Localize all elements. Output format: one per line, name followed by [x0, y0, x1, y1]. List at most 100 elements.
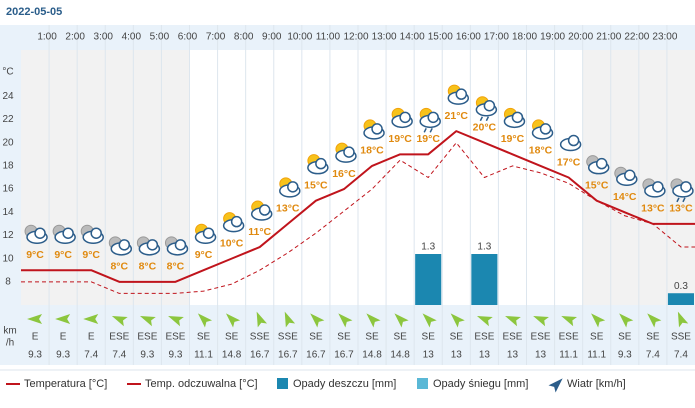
temperature-line [21, 130, 695, 283]
weather-icon [24, 224, 48, 244]
precip-label: 1.3 [477, 242, 491, 253]
y-tick-label: 10 [2, 253, 14, 264]
wind-arrow [27, 314, 43, 324]
wind-direction: ESE [474, 332, 494, 343]
column-bg [301, 50, 330, 305]
x-tick-label: 20:00 [568, 32, 593, 43]
x-tick-label: 22:00 [624, 32, 649, 43]
wind-speed: 13 [535, 350, 547, 361]
weather-icon [108, 236, 133, 256]
column-bg [386, 50, 415, 305]
temperature-label: 11°C [248, 226, 271, 238]
cloud [624, 169, 636, 182]
chart-title: 2022-05-05 [6, 6, 62, 18]
cloud [652, 181, 664, 193]
wind-speed: 9.3 [28, 350, 42, 361]
wind-speed: 9.3 [140, 350, 154, 361]
temperature-label: 9°C [195, 249, 213, 261]
legend-label: Temp. odczuwalna [°C] [145, 378, 258, 390]
column-bg [21, 50, 50, 305]
column-bg [638, 50, 667, 305]
wind-direction: ESE [559, 332, 579, 343]
wind-unit: km [3, 326, 16, 337]
rain [479, 116, 484, 122]
temperature-label: 13°C [669, 203, 693, 215]
temperature-label: 17°C [557, 156, 581, 168]
wind-arrow [450, 313, 465, 328]
wind-arrow [591, 313, 606, 328]
weather-icon [363, 119, 385, 140]
cloud [258, 204, 271, 216]
cloud [202, 227, 215, 239]
legend-label: Wiatr [km/h] [567, 378, 626, 390]
cloud [34, 227, 46, 239]
temperature-label: 15°C [585, 179, 609, 191]
temperature-label: 15°C [304, 179, 328, 191]
cloud [118, 239, 131, 251]
y-tick-label: 20 [2, 137, 14, 148]
wind-direction: SE [309, 332, 323, 343]
wind-direction: SE [197, 332, 211, 343]
wind-speed: 14.8 [362, 350, 382, 361]
x-tick-label: 2:00 [65, 32, 85, 43]
y-tick-label: 18 [2, 161, 14, 172]
cloud [483, 99, 496, 112]
weather-icon [586, 155, 610, 175]
precip-bar [667, 293, 694, 305]
wind-speed: 14.8 [222, 350, 242, 361]
column-bg [217, 50, 246, 305]
y-tick-label: 24 [2, 91, 14, 102]
column-bg [273, 50, 302, 305]
cloud [399, 111, 411, 124]
wind-arrow [111, 315, 128, 327]
legend-swatch [277, 378, 288, 389]
wind-speed: 11.1 [559, 350, 578, 361]
weather-icon [279, 177, 301, 198]
wind-arrow [139, 315, 156, 327]
wind-unit: /h [6, 338, 14, 349]
column-bg [105, 50, 134, 305]
precip-bar [471, 254, 498, 305]
x-tick-label: 6:00 [178, 32, 198, 43]
wind-direction: ESE [502, 332, 522, 343]
cloud [90, 227, 102, 239]
weather-icon [250, 200, 273, 221]
wind-direction: ESE [165, 332, 185, 343]
wind-speed: 11.1 [194, 350, 213, 361]
weather-icon [475, 96, 498, 122]
wind-speed: 9.3 [56, 350, 70, 361]
weather-icon [559, 134, 582, 152]
wind-speed: 13 [479, 350, 491, 361]
y-tick-label: 8 [5, 276, 11, 287]
y-tick-label: 14 [2, 207, 14, 218]
weather-icon [222, 212, 245, 233]
wind-arrow [647, 313, 662, 328]
wind-speed: 13 [451, 350, 463, 361]
x-tick-label: 7:00 [206, 32, 226, 43]
column-bg [358, 50, 387, 305]
wind-speed: 14.8 [390, 350, 410, 361]
wind-direction: ESE [137, 332, 157, 343]
x-tick-label: 17:00 [484, 32, 509, 43]
precip-label: 0.3 [674, 281, 688, 292]
x-tick-label: 8:00 [234, 32, 254, 43]
weather-icon [531, 119, 554, 140]
wind-arrow [422, 313, 437, 328]
wind-direction: SE [393, 332, 407, 343]
wind-speed: 13 [507, 350, 519, 361]
y-tick-label: 12 [2, 230, 14, 241]
x-tick-label: 11:00 [316, 32, 341, 43]
cloud [230, 215, 243, 228]
x-tick-label: 5:00 [150, 32, 170, 43]
temperature-label: 13°C [641, 203, 665, 215]
temperature-label: 9°C [54, 249, 72, 261]
wind-speed: 13 [423, 350, 435, 361]
weather-icon [164, 236, 189, 256]
column-bg [133, 50, 162, 305]
wind-arrow [55, 314, 71, 324]
temperature-label: 21°C [445, 110, 469, 122]
feels-like-line [21, 142, 695, 294]
weather-icon [307, 154, 329, 175]
wind-direction: E [60, 332, 67, 343]
